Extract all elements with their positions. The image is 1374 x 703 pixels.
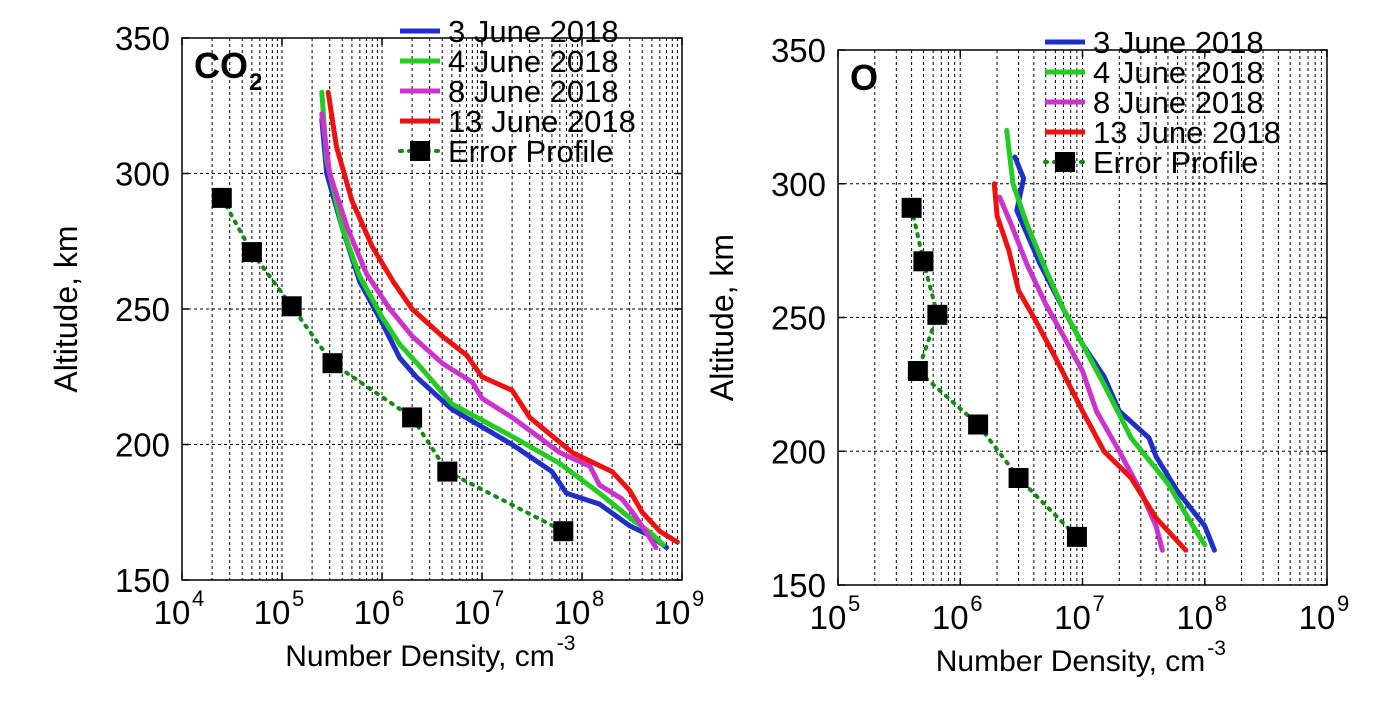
error-profile-marker — [913, 251, 934, 272]
x-tick-label-exponent: 9 — [692, 586, 704, 611]
x-tick-label: 10 — [1054, 599, 1091, 636]
x-tick-label: 10 — [454, 594, 491, 631]
legend-label: 13 June 2018 — [448, 104, 636, 139]
x-axis-label: Number Density, cm — [936, 645, 1206, 678]
legend-label: 13 June 2018 — [1093, 115, 1281, 150]
y-tick-label: 150 — [115, 562, 170, 599]
y-tick-label: 200 — [771, 433, 826, 470]
error-profile-marker — [1008, 468, 1029, 488]
error-profile-marker — [322, 353, 343, 374]
series-line-error-profile — [909, 205, 1079, 539]
y-tick-label: 250 — [115, 291, 170, 328]
x-tick-label: 10 — [1176, 599, 1213, 636]
x-tick-label: 10 — [154, 594, 191, 631]
series-line — [319, 111, 659, 550]
x-tick-label-exponent: 8 — [592, 586, 604, 611]
error-profile-marker — [211, 187, 232, 208]
error-profile-marker — [927, 304, 948, 325]
ticks — [837, 49, 1328, 586]
series-line — [1004, 127, 1208, 548]
legend-label: Error Profile — [1093, 145, 1258, 180]
y-tick-label: 350 — [115, 20, 170, 57]
panel-label-subscript: 2 — [249, 69, 262, 96]
x-tick-label-exponent: 4 — [192, 586, 204, 611]
error-profile-marker — [553, 521, 574, 542]
y-tick-label: 300 — [115, 156, 170, 193]
legend-label: 3 June 2018 — [448, 14, 619, 49]
error-profile-marker — [281, 296, 302, 317]
x-tick-label-exponent: 5 — [848, 591, 860, 616]
legend-marker — [410, 141, 430, 161]
panel-label: O — [850, 57, 878, 98]
ticks — [181, 37, 683, 581]
legend-marker — [1055, 152, 1075, 172]
y-tick-label: 300 — [771, 166, 826, 203]
y-tick-label: 250 — [771, 300, 826, 337]
legend-label: 3 June 2018 — [1093, 25, 1264, 60]
error-profile-marker — [241, 242, 262, 263]
x-tick-label: 10 — [1299, 599, 1336, 636]
series-layer — [211, 89, 680, 550]
series-line — [991, 181, 1189, 553]
x-axis-label: Number Density, cm — [285, 640, 555, 673]
error-profile-marker — [1066, 526, 1087, 547]
series-line — [319, 116, 669, 550]
error-profile-marker — [901, 197, 922, 218]
x-tick-label-exponent: 7 — [1093, 591, 1105, 616]
legend-label: 4 June 2018 — [1093, 55, 1264, 90]
x-tick-label: 10 — [254, 594, 291, 631]
error-profile-marker — [402, 407, 423, 428]
grid — [838, 50, 1327, 585]
series-line — [325, 89, 680, 545]
x-tick-label: 10 — [354, 594, 391, 631]
series-layer — [901, 127, 1217, 553]
series-line — [997, 194, 1165, 553]
legend-label: Error Profile — [448, 134, 613, 169]
error-profile-marker — [907, 361, 928, 381]
error-profile-marker — [437, 461, 458, 482]
x-tick-label-exponent: 9 — [1337, 591, 1349, 616]
x-tick-label-exponent: 8 — [1215, 591, 1227, 616]
x-tick-label: 10 — [654, 594, 691, 631]
y-axis-label: Altitude, km — [48, 225, 84, 392]
x-tick-label: 10 — [554, 594, 591, 631]
legend-label: 4 June 2018 — [448, 44, 619, 79]
legend-label: 8 June 2018 — [1093, 85, 1264, 120]
x-tick-label-exponent: 6 — [970, 591, 982, 616]
x-tick-label: 10 — [932, 599, 969, 636]
x-tick-label-exponent: 7 — [492, 586, 504, 611]
x-tick-label-exponent: 5 — [292, 586, 304, 611]
x-axis-label-exponent: -3 — [557, 632, 576, 655]
series-line — [319, 89, 666, 548]
y-tick-label: 200 — [115, 427, 170, 464]
y-tick-label: 150 — [771, 567, 826, 604]
series-line — [1012, 154, 1217, 553]
y-tick-label: 350 — [771, 32, 826, 69]
x-tick-label: 10 — [810, 599, 847, 636]
x-tick-label-exponent: 6 — [392, 586, 404, 611]
legend-label: 8 June 2018 — [448, 74, 619, 109]
error-profile-marker — [968, 414, 989, 435]
y-axis-label: Altitude, km — [704, 234, 740, 401]
panel-label: CO — [194, 45, 248, 86]
x-axis-label-exponent: -3 — [1207, 637, 1226, 660]
